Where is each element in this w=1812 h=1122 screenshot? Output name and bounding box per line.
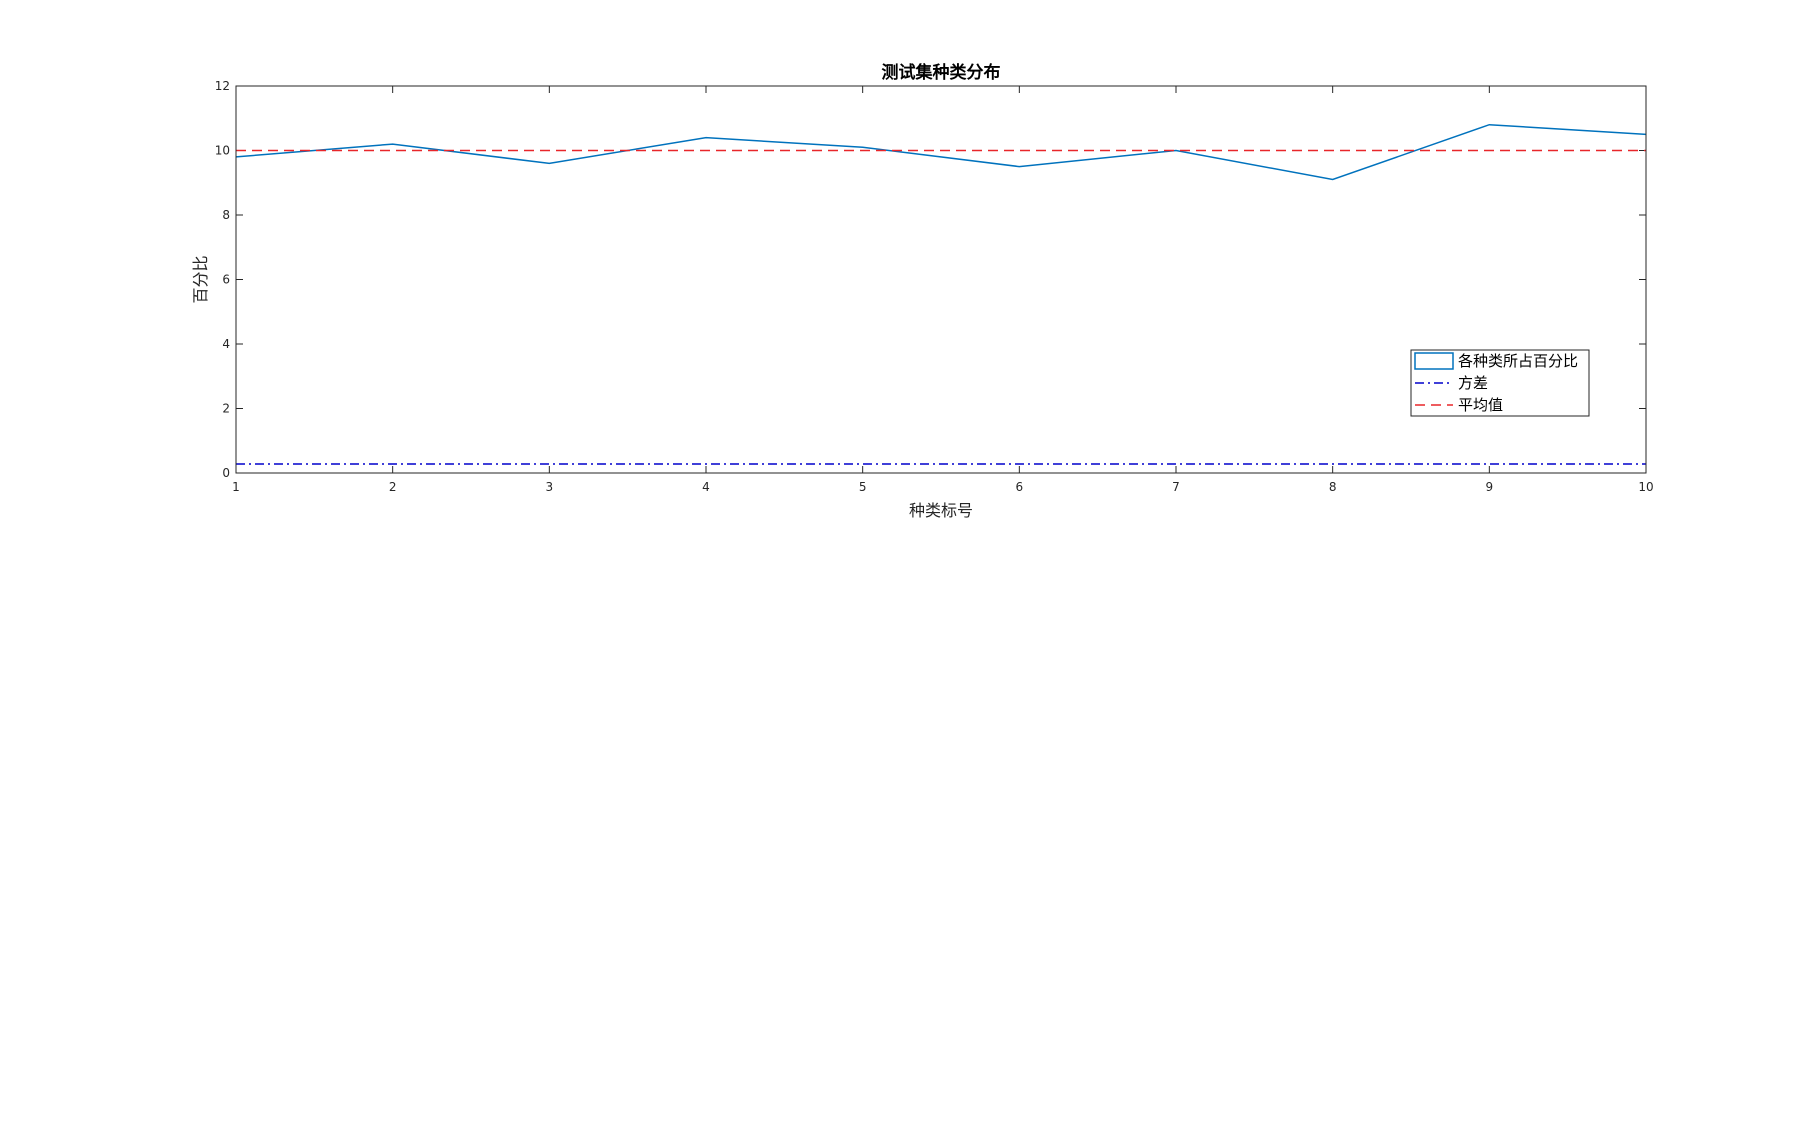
y-tick-label: 12 bbox=[215, 79, 230, 93]
x-tick-label: 6 bbox=[1016, 480, 1024, 494]
y-tick-label: 4 bbox=[222, 337, 230, 351]
series-line-0 bbox=[235, 123, 1647, 181]
y-tick-label: 2 bbox=[222, 402, 230, 416]
legend-label: 方差 bbox=[1458, 374, 1488, 392]
x-tick-label: 3 bbox=[546, 480, 554, 494]
legend-label: 各种类所占百分比 bbox=[1458, 352, 1578, 370]
y-tick-label: 8 bbox=[222, 208, 230, 222]
x-tick-label: 9 bbox=[1486, 480, 1494, 494]
x-axis-label: 种类标号 bbox=[909, 501, 973, 520]
x-tick-label: 7 bbox=[1172, 480, 1180, 494]
legend-swatch bbox=[1414, 352, 1454, 370]
y-axis-label: 百分比 bbox=[191, 255, 210, 303]
y-tick-label: 6 bbox=[222, 273, 230, 287]
legend-label: 平均值 bbox=[1458, 396, 1503, 414]
y-tick-label: 0 bbox=[222, 466, 230, 480]
x-tick-label: 2 bbox=[389, 480, 397, 494]
y-tick-label: 10 bbox=[215, 144, 230, 158]
y-axis-ticks: 0 2 4 6 8 10 12 bbox=[215, 79, 1646, 480]
x-tick-label: 1 bbox=[232, 480, 240, 494]
plot-frame bbox=[235, 85, 1647, 474]
chart-title: 测试集种类分布 bbox=[882, 62, 1001, 83]
x-tick-label: 5 bbox=[859, 480, 867, 494]
x-tick-label: 4 bbox=[702, 480, 710, 494]
x-tick-label: 8 bbox=[1329, 480, 1337, 494]
x-tick-label: 10 bbox=[1638, 480, 1653, 494]
series-lines bbox=[235, 123, 1647, 465]
